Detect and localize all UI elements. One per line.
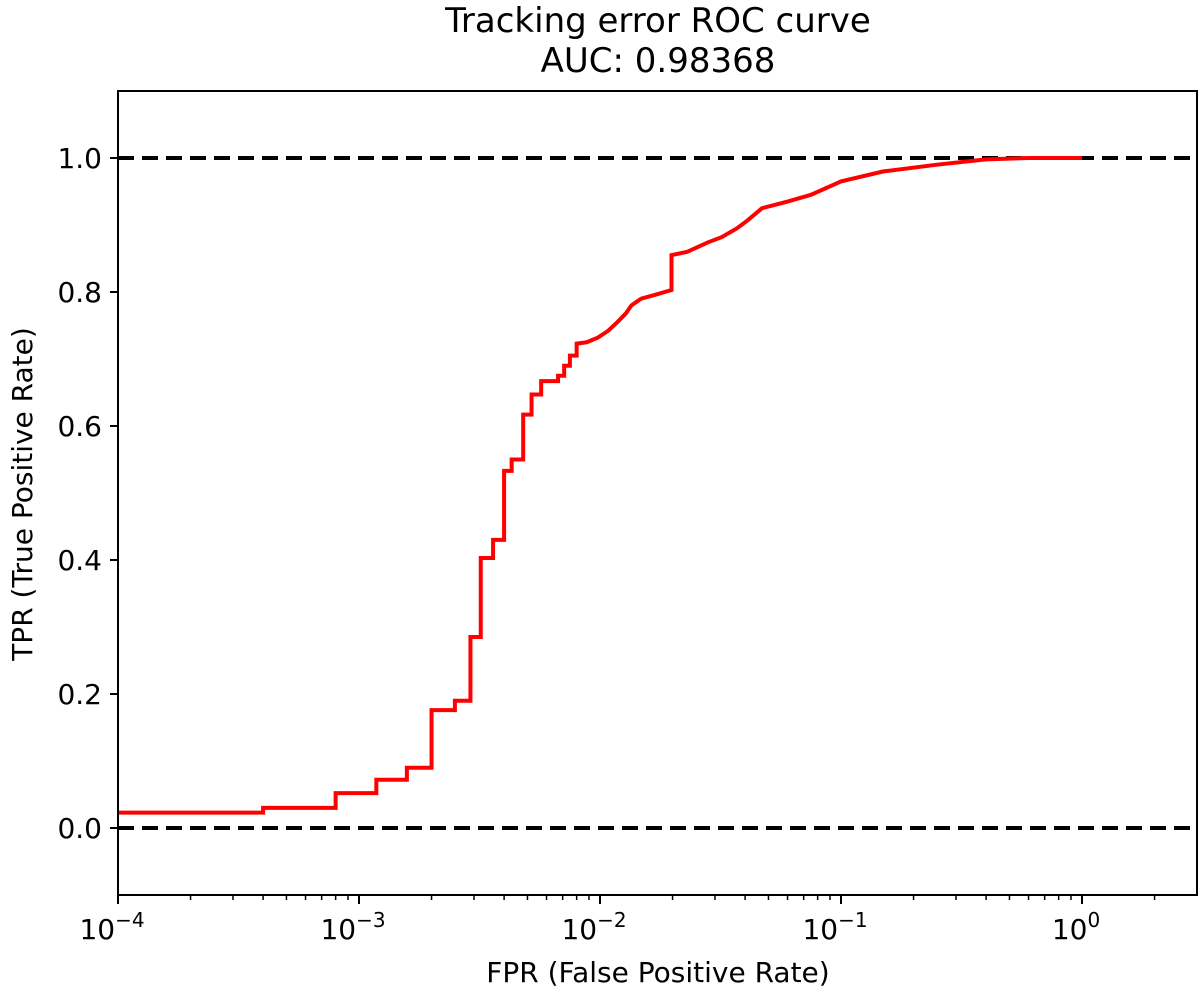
x-tick-label-2: 10−2 <box>561 908 626 946</box>
y-tick-label-2: 0.4 <box>57 544 102 577</box>
x-tick-label-1: 10−3 <box>320 908 385 946</box>
chart-title: Tracking error ROC curve <box>444 1 871 41</box>
plot-frame <box>117 90 1198 896</box>
y-tick-label-1: 0.2 <box>57 678 102 711</box>
y-tick-label-4: 0.8 <box>57 276 102 309</box>
plot-area: 0.0 0.2 0.4 0.6 0.8 1.0 10−4 10−3 10−2 10−1 100 <box>57 90 1198 946</box>
x-axis-label: FPR (False Positive Rate) <box>486 956 829 989</box>
x-tick-label-0: 10−4 <box>79 908 144 946</box>
roc-curve-line-0 <box>118 156 1083 815</box>
x-tick-label-3: 10−1 <box>802 908 867 946</box>
y-tick-label-0: 0.0 <box>57 812 102 845</box>
x-tick-label-4: 100 <box>1052 908 1100 946</box>
y-tick-label-3: 0.6 <box>57 410 102 443</box>
chart-subtitle: AUC: 0.98368 <box>541 41 776 81</box>
y-axis-label: TPR (True Positive Rate) <box>6 327 39 662</box>
y-tick-label-5: 1.0 <box>57 142 102 175</box>
